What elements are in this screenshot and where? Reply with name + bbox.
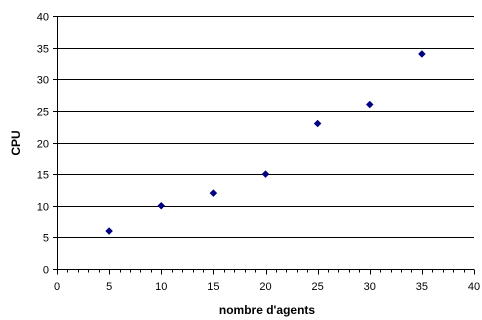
x-tick-label-0: 0 bbox=[54, 281, 60, 293]
y-tick-label-0: 0 bbox=[43, 265, 49, 277]
x-tick-label-10: 10 bbox=[155, 281, 167, 293]
x-tick-label-20: 20 bbox=[259, 281, 271, 293]
y-axis-title: CPU bbox=[9, 130, 23, 155]
data-point-0-0 bbox=[105, 227, 113, 235]
y-axis-ticks: 0 5 10 15 20 25 30 35 40 bbox=[37, 12, 57, 277]
data-point-0-5 bbox=[365, 100, 374, 109]
y-tick-label-25: 25 bbox=[37, 107, 49, 119]
axes bbox=[57, 16, 474, 270]
x-tick-label-35: 35 bbox=[416, 281, 428, 293]
data-point-0-2 bbox=[209, 189, 218, 197]
x-tick-label-40: 40 bbox=[468, 281, 480, 293]
data-point-0-4 bbox=[313, 119, 322, 128]
x-axis-ticks: 0 5 10 15 20 25 30 35 40 bbox=[54, 269, 480, 293]
x-tick-label-5: 5 bbox=[106, 281, 112, 293]
data-point-0-1 bbox=[157, 201, 166, 210]
y-tick-label-40: 40 bbox=[37, 12, 49, 24]
data-point-0-3 bbox=[261, 170, 270, 178]
x-tick-label-15: 15 bbox=[207, 281, 219, 293]
data-points bbox=[105, 50, 426, 235]
x-axis-title: nombre d'agents bbox=[219, 303, 316, 317]
x-tick-label-30: 30 bbox=[364, 281, 376, 293]
data-point-0-6 bbox=[418, 50, 426, 58]
gridlines bbox=[57, 16, 474, 238]
y-tick-label-10: 10 bbox=[37, 202, 49, 214]
x-tick-label-25: 25 bbox=[312, 281, 324, 293]
y-tick-label-30: 30 bbox=[37, 75, 49, 87]
y-tick-label-20: 20 bbox=[37, 139, 49, 151]
y-tick-label-5: 5 bbox=[43, 233, 49, 245]
y-tick-label-15: 15 bbox=[37, 170, 49, 182]
y-tick-label-35: 35 bbox=[37, 44, 49, 56]
